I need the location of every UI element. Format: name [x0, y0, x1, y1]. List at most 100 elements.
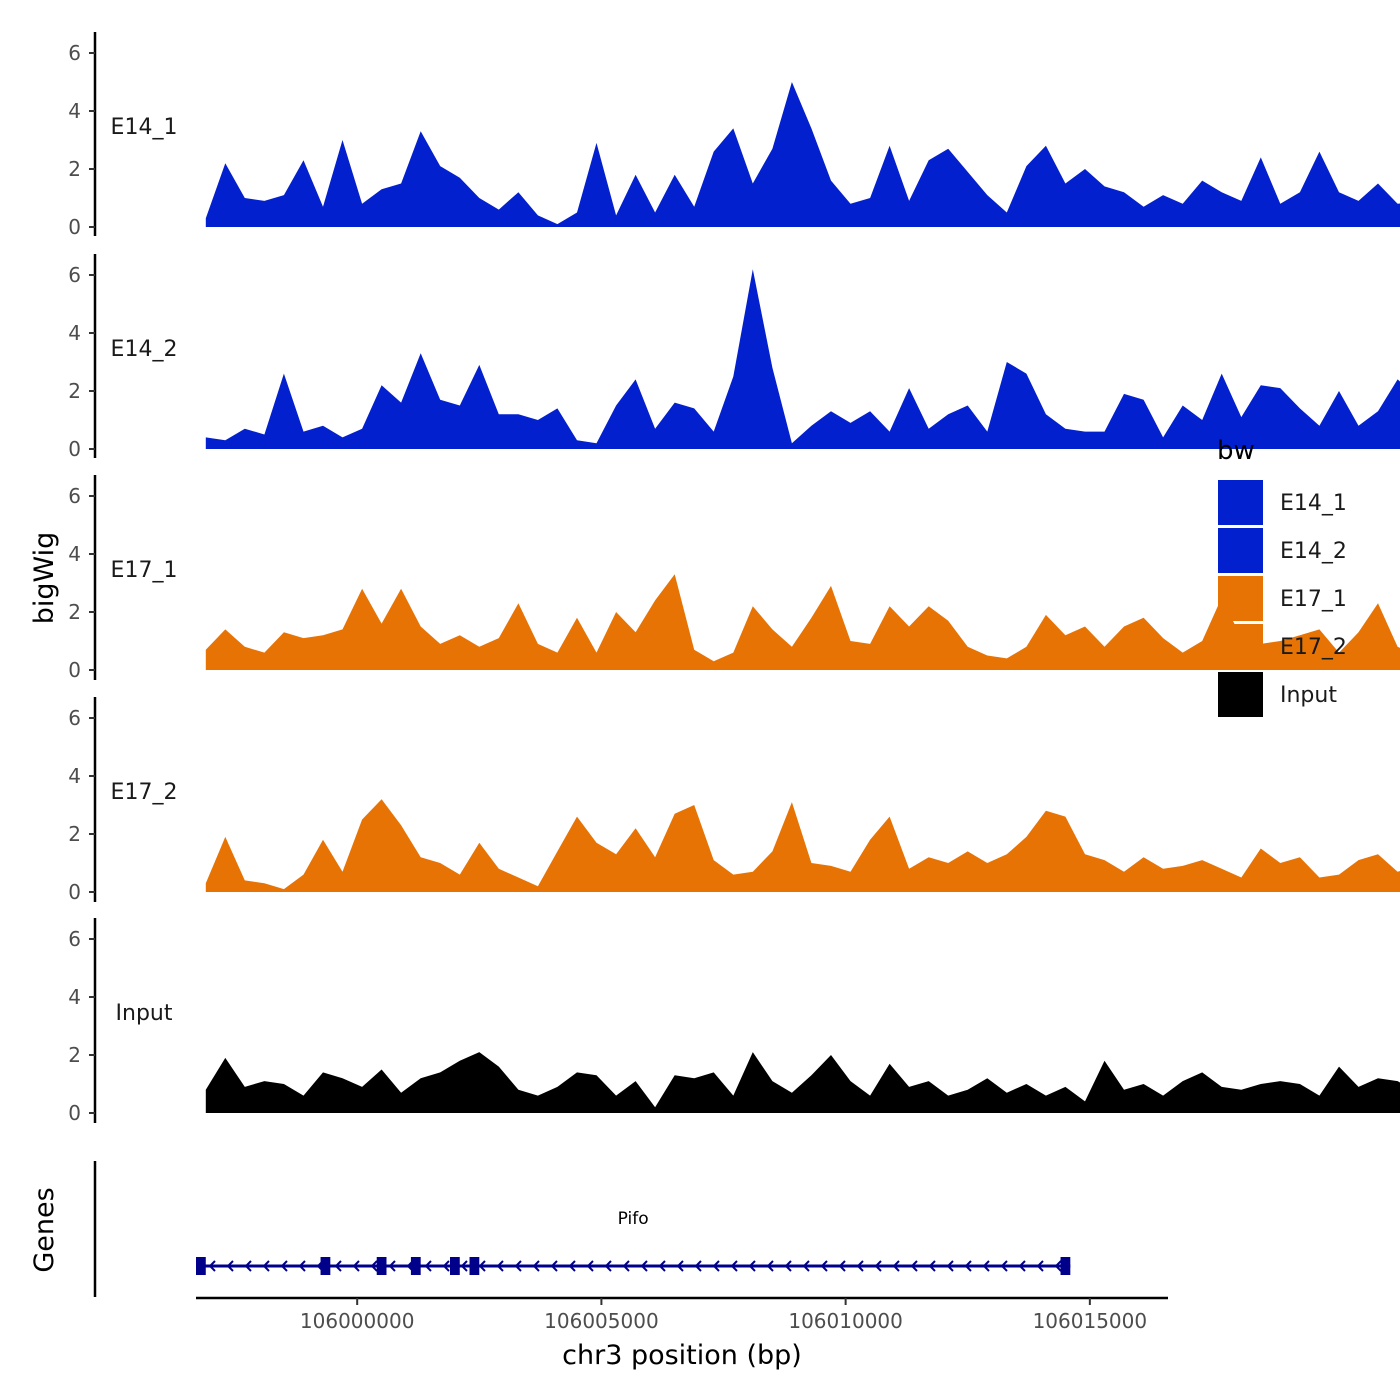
x-tick-label: 106015000 — [1033, 1309, 1148, 1333]
legend-swatch — [1218, 672, 1263, 717]
legend-label: E14_1 — [1280, 491, 1347, 516]
strand-arrow — [262, 1260, 270, 1272]
track-E14_1: 0 2 4 6 E14_1 — [68, 32, 1400, 239]
gene-exon — [449, 1257, 460, 1275]
track-label: Input — [116, 1001, 173, 1026]
strand-arrow — [460, 1260, 468, 1272]
strand-arrow — [532, 1260, 540, 1272]
y-tick-label: 2 — [68, 600, 81, 624]
coverage-tracks: 0 2 4 6 E14_1 0 2 4 6 E14_2 0 2 4 6 E17_1 0 2 4 6 E17_2 0 2 4 6… — [68, 32, 1400, 1125]
track-label: E14_2 — [111, 337, 178, 362]
y-tick-label: 0 — [68, 437, 81, 461]
y-tick-label: 4 — [68, 764, 81, 788]
legend-item-E14_2: E14_2 — [1218, 528, 1347, 573]
strand-arrow — [388, 1260, 396, 1272]
legend-swatch — [1218, 528, 1263, 573]
gene-exon — [320, 1257, 331, 1275]
legend-label: E17_1 — [1280, 587, 1347, 612]
strand-arrow — [676, 1260, 684, 1272]
y-tick-label: 6 — [68, 706, 81, 730]
legend-swatch — [1218, 480, 1263, 525]
strand-arrow — [658, 1260, 666, 1272]
strand-arrow — [298, 1260, 306, 1272]
y-axis-title: bigWig — [29, 532, 60, 625]
legend-swatch — [1218, 624, 1263, 669]
y-tick-label: 4 — [68, 321, 81, 345]
legend-item-E17_1: E17_1 — [1218, 576, 1347, 621]
legend-item-E14_1: E14_1 — [1218, 480, 1347, 525]
legend: bw E14_1 E14_2 E17_1 E17_2 Input — [1217, 436, 1347, 717]
track-Input: 0 2 4 6 Input — [68, 918, 1400, 1125]
strand-arrow — [1036, 1260, 1044, 1272]
strand-arrow — [622, 1260, 630, 1272]
y-tick-label: 6 — [68, 484, 81, 508]
legend-swatch — [1218, 576, 1263, 621]
strand-arrow — [694, 1260, 702, 1272]
strand-arrow — [964, 1260, 972, 1272]
coverage-area-E14_2 — [205, 269, 1400, 449]
strand-arrow — [568, 1260, 576, 1272]
y-tick-label: 2 — [68, 822, 81, 846]
coverage-area-E17_2 — [205, 799, 1400, 892]
y-tick-label: 6 — [68, 263, 81, 287]
strand-arrow — [856, 1260, 864, 1272]
strand-arrow — [370, 1260, 378, 1272]
coverage-area-E17_1 — [205, 574, 1400, 670]
coverage-area-Input — [205, 1052, 1400, 1113]
strand-arrow — [280, 1260, 288, 1272]
strand-arrow — [784, 1260, 792, 1272]
gene-label: Pifo — [618, 1209, 649, 1229]
track-label: E17_1 — [111, 558, 178, 583]
strand-arrow — [1018, 1260, 1026, 1272]
y-tick-label: 4 — [68, 542, 81, 566]
y-tick-label: 2 — [68, 379, 81, 403]
y-tick-label: 4 — [68, 99, 81, 123]
gene-exon — [469, 1257, 480, 1275]
gene-exon — [410, 1257, 421, 1275]
strand-arrow — [244, 1260, 252, 1272]
x-tick-label: 106010000 — [788, 1309, 903, 1333]
strand-arrow — [982, 1260, 990, 1272]
track-label: E17_2 — [111, 780, 178, 805]
strand-arrow — [712, 1260, 720, 1272]
strand-arrow — [334, 1260, 342, 1272]
strand-arrow — [208, 1260, 216, 1272]
y-tick-label: 6 — [68, 41, 81, 65]
coverage-area-E14_1 — [205, 82, 1400, 227]
gene-exon — [196, 1257, 206, 1275]
legend-item-Input: Input — [1218, 672, 1337, 717]
strand-arrow — [496, 1260, 504, 1272]
x-tick-label: 106005000 — [544, 1309, 659, 1333]
strand-arrow — [226, 1260, 234, 1272]
legend-title: bw — [1217, 436, 1255, 466]
strand-arrow — [730, 1260, 738, 1272]
y-tick-label: 2 — [68, 1043, 81, 1067]
strand-arrow — [748, 1260, 756, 1272]
y-tick-label: 0 — [68, 880, 81, 904]
track-E17_2: 0 2 4 6 E17_2 — [68, 697, 1400, 904]
strand-arrow — [838, 1260, 846, 1272]
x-axis: 106000000 106005000 106010000 106015000 — [196, 1296, 1168, 1333]
strand-arrow — [892, 1260, 900, 1272]
y-tick-label: 0 — [68, 215, 81, 239]
strand-arrow — [550, 1260, 558, 1272]
strand-arrow — [478, 1260, 486, 1272]
strand-arrow — [586, 1260, 594, 1272]
strand-arrow — [442, 1260, 450, 1272]
x-tick-label: 106000000 — [300, 1309, 415, 1333]
strand-arrow — [766, 1260, 774, 1272]
strand-arrow — [820, 1260, 828, 1272]
y-tick-label: 0 — [68, 658, 81, 682]
track-label: E14_1 — [111, 115, 178, 140]
strand-arrow — [928, 1260, 936, 1272]
genes-axis-title: Genes — [29, 1187, 60, 1272]
genes-track: Pifo — [93, 1161, 1071, 1297]
y-tick-label: 6 — [68, 927, 81, 951]
strand-arrow — [946, 1260, 954, 1272]
track-E17_1: 0 2 4 6 E17_1 — [68, 475, 1400, 682]
track-E14_2: 0 2 4 6 E14_2 — [68, 254, 1400, 461]
y-tick-label: 4 — [68, 985, 81, 1009]
gene-exon — [376, 1257, 387, 1275]
strand-arrow — [514, 1260, 522, 1272]
strand-arrow — [640, 1260, 648, 1272]
